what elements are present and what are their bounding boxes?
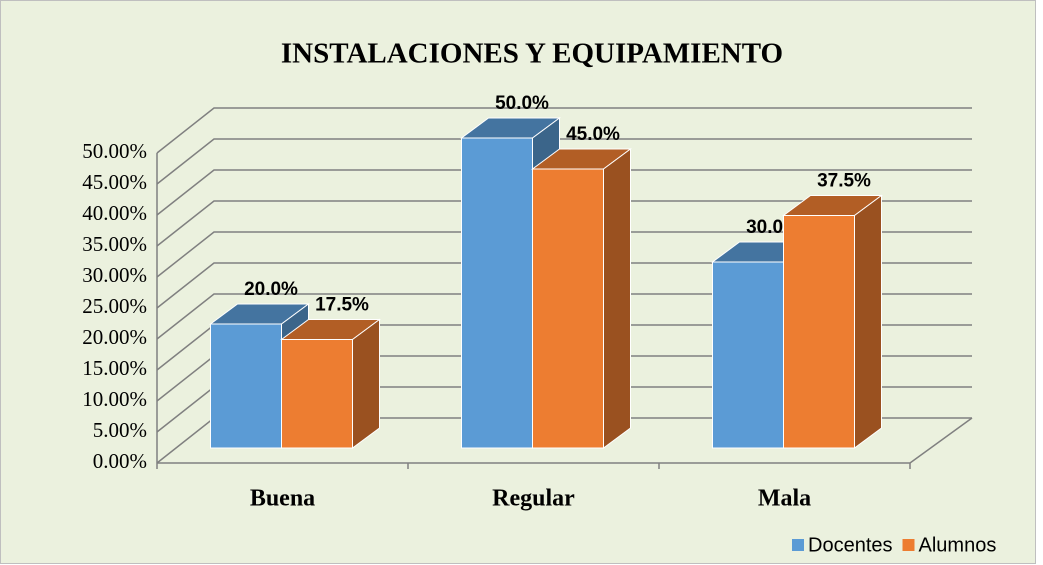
y-tick-label: 20.00% — [82, 325, 147, 349]
grid-line — [156, 200, 972, 247]
bar-side — [854, 194, 882, 449]
bar-front — [532, 168, 604, 449]
y-tick-label: 10.00% — [82, 387, 147, 411]
data-label: 37.5% — [817, 171, 871, 192]
bar — [279, 318, 382, 449]
grid-line — [156, 138, 972, 185]
data-label: 17.5% — [315, 295, 369, 316]
bar — [530, 148, 633, 449]
legend-label: Alumnos — [919, 534, 997, 556]
grid-line — [156, 231, 972, 278]
bar-front — [783, 215, 855, 449]
y-tick-label: 50.00% — [82, 139, 147, 163]
data-label: 20.0% — [244, 279, 298, 300]
y-tick-label: 40.00% — [82, 201, 147, 225]
x-tick-label: Regular — [492, 486, 575, 512]
y-tick-label: 0.00% — [93, 449, 147, 473]
y-tick-label: 35.00% — [82, 232, 147, 256]
grid-line — [156, 107, 972, 154]
y-tick-label: 45.00% — [82, 170, 147, 194]
data-label: 45.0% — [566, 124, 620, 145]
y-tick-label: 15.00% — [82, 356, 147, 380]
x-tick-label: Buena — [250, 486, 315, 512]
legend-swatch — [792, 539, 804, 551]
y-tick-label: 5.00% — [93, 418, 147, 442]
bar — [781, 194, 884, 449]
bar-front — [281, 339, 353, 449]
bar-front — [210, 323, 282, 449]
bar-side — [352, 318, 380, 449]
y-tick-label: 30.00% — [82, 263, 147, 287]
y-tick-label: 25.00% — [82, 294, 147, 318]
bar-front — [712, 261, 784, 449]
legend-label: Docentes — [808, 534, 893, 556]
chart-title: INSTALACIONES Y EQUIPAMIENTO — [281, 38, 783, 70]
grid-line — [156, 169, 972, 216]
legend-swatch — [902, 539, 915, 551]
bar-front — [461, 137, 533, 449]
x-tick-label: Mala — [758, 486, 811, 512]
data-label: 50.0% — [495, 93, 549, 114]
bar-side — [603, 148, 631, 449]
